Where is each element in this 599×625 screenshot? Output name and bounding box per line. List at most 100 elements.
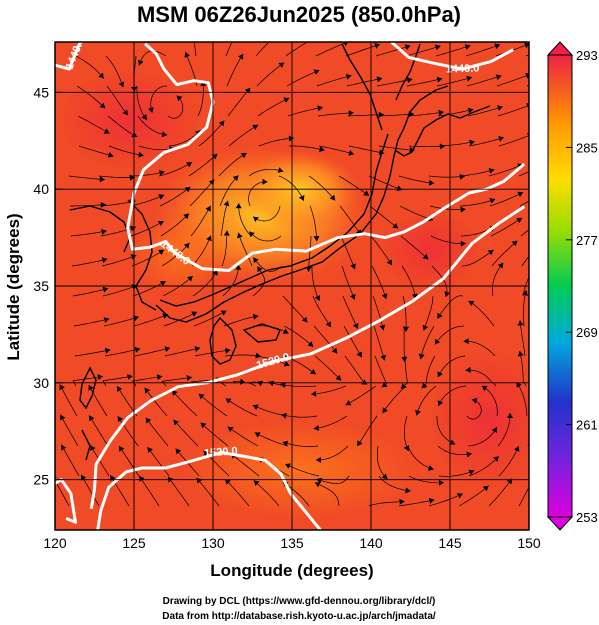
streamline-arrow (225, 347, 231, 354)
streamline (339, 205, 362, 236)
streamline-arrow (335, 374, 342, 381)
colorbar-tick-label: 277 (576, 233, 598, 248)
streamline-arrow (313, 425, 319, 431)
streamline-arrow (487, 249, 494, 256)
streamline (401, 265, 416, 300)
streamline (436, 76, 472, 87)
streamline (70, 230, 107, 237)
streamline-arrow (348, 150, 354, 156)
streamline-arrow (218, 120, 225, 127)
streamline-arrow (356, 351, 362, 358)
streamline (284, 463, 320, 477)
streamline-arrow (252, 124, 259, 130)
streamline-arrow (363, 190, 370, 196)
height-contour (55, 478, 77, 524)
streamline (423, 295, 434, 331)
streamline-arrow (522, 290, 528, 296)
streamline-arrow (409, 146, 415, 153)
streamline-arrow (253, 216, 259, 222)
coastline (395, 43, 421, 101)
streamline-arrow (100, 201, 106, 208)
streamline (370, 235, 393, 266)
streamline-arrow (158, 249, 165, 256)
x-axis-label: Longitude (degrees) (210, 561, 373, 580)
streamline-arrow (380, 354, 386, 361)
streamline (402, 295, 407, 332)
streamline (369, 205, 399, 229)
streamline-arrow (325, 321, 331, 328)
credit-line-1: Drawing by DCL (https://www.gfd-dennou.o… (163, 596, 436, 607)
streamline (377, 113, 414, 117)
streamline (222, 264, 239, 297)
streamline (76, 85, 106, 109)
streamline (518, 485, 529, 507)
streamline-arrow (138, 151, 144, 158)
streamline (492, 262, 504, 297)
streamline-arrow (282, 328, 289, 334)
y-tick-label: 30 (33, 375, 49, 391)
streamline (163, 311, 198, 327)
streamline (173, 419, 199, 447)
streamline (77, 115, 110, 134)
streamline (458, 169, 495, 177)
streamline (192, 269, 218, 297)
streamline (403, 325, 405, 363)
streamline (100, 226, 136, 237)
colorbar: 253 261 269 277 285 293 (546, 41, 598, 531)
streamline (88, 384, 108, 417)
streamline-arrow (285, 463, 291, 469)
streamline-arrow (88, 385, 94, 391)
streamline (346, 77, 383, 87)
streamline-arrow (249, 231, 255, 238)
streamline (428, 175, 465, 178)
streamline (281, 414, 318, 418)
streamline-arrow (415, 409, 421, 416)
streamline-arrow (137, 59, 144, 66)
streamline-arrow (225, 398, 232, 404)
streamline (465, 369, 497, 387)
streamline-arrow (422, 253, 429, 260)
streamline-arrow (59, 384, 65, 391)
streamline-arrow (173, 419, 179, 426)
streamline (150, 85, 168, 113)
streamline (252, 404, 288, 417)
streamline (60, 444, 80, 477)
x-axis: 120 125 130 135 140 145 150 (43, 522, 541, 551)
streamline-arrow (482, 485, 489, 492)
streamline (368, 501, 405, 507)
streamline (466, 75, 502, 87)
streamline (74, 349, 111, 357)
x-tick-label: 145 (438, 535, 462, 551)
streamline-arrow (252, 404, 259, 410)
streamline-arrow (350, 293, 356, 300)
coastline (242, 323, 281, 343)
colorbar-bottom-arrow (546, 516, 574, 531)
streamline-arrow (184, 51, 190, 58)
streamline (317, 112, 354, 117)
streamline (429, 205, 466, 210)
streamline-arrow (513, 446, 520, 452)
streamline (106, 85, 129, 116)
streamline-arrow (403, 445, 410, 452)
streamline-arrow (183, 213, 189, 220)
streamline (345, 43, 381, 57)
streamline (55, 479, 70, 507)
streamline-arrow (81, 474, 87, 481)
streamline-arrow (225, 479, 231, 485)
coastline (81, 429, 91, 461)
cool-region (60, 70, 200, 170)
streamline (468, 300, 495, 327)
streamline (343, 325, 362, 358)
streamline-arrow (439, 143, 445, 150)
streamline-arrow (145, 417, 152, 424)
streamline (68, 175, 105, 180)
streamline (194, 42, 197, 57)
streamline-arrow (331, 347, 338, 354)
x-tick-label: 125 (122, 535, 146, 551)
streamline (88, 415, 109, 447)
streamline-arrow (262, 178, 268, 185)
streamline (227, 426, 259, 447)
streamline (256, 62, 285, 87)
streamline-arrow (223, 230, 230, 236)
streamline (420, 325, 435, 360)
